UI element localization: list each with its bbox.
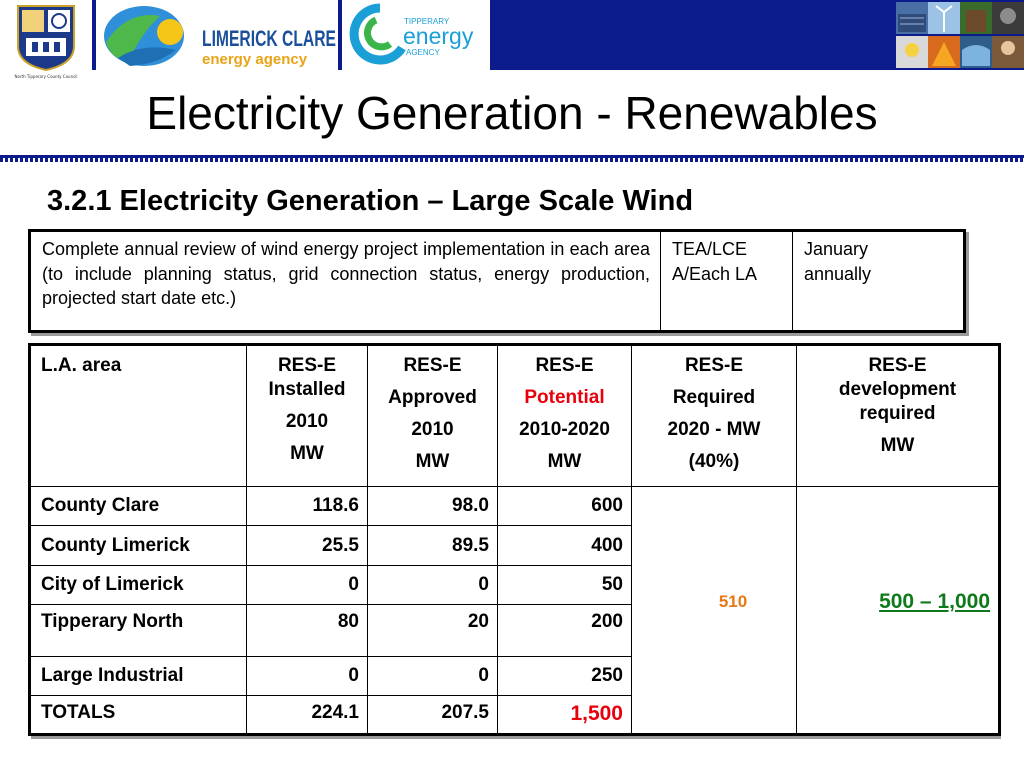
cell-potential: 400 xyxy=(497,525,632,566)
development-value: 500 – 1,000 xyxy=(879,590,990,614)
header-line: MW xyxy=(880,435,915,456)
review-responsible: TEA/LCE A/Each LA xyxy=(661,232,793,330)
header-line: RES-E xyxy=(535,355,594,376)
timing-line: annually xyxy=(804,263,872,284)
title-dotted-rule xyxy=(0,158,1024,162)
cell-potential: 200 xyxy=(497,603,632,657)
header-line: 2010 xyxy=(285,411,329,432)
cell-area: Large Industrial xyxy=(29,655,247,696)
crest-caption: North Tipperary County Council xyxy=(14,74,77,79)
header-line: RES-E xyxy=(403,355,462,376)
cell-approved: 20 xyxy=(367,603,498,657)
tea-logo-agency: AGENCY xyxy=(406,48,440,57)
cell-approved: 207.5 xyxy=(367,694,498,736)
responsible-line: TEA/LCE xyxy=(672,239,748,259)
council-crest-logo: North Tipperary County Council xyxy=(4,5,88,82)
cell-installed: 0 xyxy=(246,655,368,696)
tea-logo-energy: energy xyxy=(403,23,474,49)
cell-approved: 89.5 xyxy=(367,525,498,566)
cell-approved: 0 xyxy=(367,655,498,696)
header-line: (40%) xyxy=(688,451,740,472)
res-e-wind-table: L.A. area RES-E Installed 2010 MW RES-E … xyxy=(28,343,1001,736)
table-row: Large Industrial 0 0 250 xyxy=(29,655,1000,696)
header-line: MW xyxy=(415,451,450,472)
banner-logo-area xyxy=(0,0,490,70)
cell-area: County Clare xyxy=(29,486,247,527)
table-row: City of Limerick 0 0 50 xyxy=(29,564,1000,605)
header-line: development xyxy=(838,379,957,400)
cell-approved: 98.0 xyxy=(367,486,498,527)
banner-divider xyxy=(92,0,96,70)
cell-area: City of Limerick xyxy=(29,564,247,605)
header-line: required xyxy=(859,403,936,424)
timing-line: January xyxy=(804,239,869,259)
header-approved: RES-E Approved 2010 MW xyxy=(367,343,498,488)
cell-installed: 0 xyxy=(246,564,368,605)
cell-area: TOTALS xyxy=(29,694,247,736)
title-rule xyxy=(0,155,1024,158)
header-line: RES-E xyxy=(277,355,337,376)
header-line: Installed xyxy=(268,379,346,400)
header-line: 2010-2020 xyxy=(519,419,610,440)
cell-potential: 600 xyxy=(497,486,632,527)
header-line: RES-E xyxy=(868,355,927,376)
res-e-table-container: L.A. area RES-E Installed 2010 MW RES-E … xyxy=(28,343,1001,736)
cell-installed: 80 xyxy=(246,603,368,657)
limerick-clare-energy-agency-logo: LIMERICK CLARE energy agency xyxy=(104,6,336,68)
cell-required-merged: 510 xyxy=(631,486,797,735)
header-line: MW xyxy=(547,451,582,472)
cell-installed: 25.5 xyxy=(246,525,368,566)
header-line: RES-E xyxy=(684,355,744,376)
renewable-energy-photos-icon xyxy=(896,2,1024,68)
table-row: County Limerick 25.5 89.5 400 xyxy=(29,525,1000,566)
slide-title: Electricity Generation - Renewables xyxy=(146,87,878,139)
responsible-line: A/Each LA xyxy=(672,263,758,284)
header-installed: RES-E Installed 2010 MW xyxy=(246,343,368,488)
cell-approved: 0 xyxy=(367,564,498,605)
cell-potential: 50 xyxy=(497,564,632,605)
header-line: MW xyxy=(290,443,324,464)
review-timing: January annually xyxy=(793,232,963,330)
header-potential: RES-E Potential 2010-2020 MW xyxy=(497,343,632,488)
cell-installed: 224.1 xyxy=(246,694,368,736)
section-heading: 3.2.1 Electricity Generation – Large Sca… xyxy=(47,185,694,217)
cell-potential-total: 1,500 xyxy=(497,694,632,736)
header-line: 2020 - MW xyxy=(667,419,761,440)
header-banner: North Tipperary County Council LIMERICK … xyxy=(0,0,1024,82)
lce-logo-tagline: energy agency xyxy=(202,51,308,68)
table-row: Tipperary North 80 20 200 xyxy=(29,603,1000,657)
header-line: 2010 xyxy=(411,419,454,440)
review-description: Complete annual review of wind energy pr… xyxy=(31,232,661,330)
totals-row: TOTALS 224.1 207.5 1,500 xyxy=(29,694,1000,736)
header-line: Required xyxy=(672,387,756,408)
header-development: RES-E development required MW xyxy=(796,343,1000,488)
cell-potential: 250 xyxy=(497,655,632,696)
header-line: Approved xyxy=(388,387,477,408)
lce-logo-name: LIMERICK CLARE xyxy=(202,26,336,51)
header-required: RES-E Required 2020 - MW (40%) xyxy=(631,343,797,488)
cell-development-merged: 500 – 1,000 xyxy=(796,486,1000,735)
header-la-area: L.A. area xyxy=(29,343,247,488)
required-value: 510 xyxy=(718,592,748,612)
tipperary-energy-agency-logo: TIPPERARY energy AGENCY xyxy=(349,3,474,65)
table-row: County Clare 118.6 98.0 600 510 500 – 1,… xyxy=(29,486,1000,735)
banner-divider xyxy=(338,0,342,70)
tea-logo-county: TIPPERARY xyxy=(404,17,450,26)
cell-area: County Limerick xyxy=(29,525,247,566)
review-action-table: Complete annual review of wind energy pr… xyxy=(28,229,966,333)
table-header-row: L.A. area RES-E Installed 2010 MW RES-E … xyxy=(29,343,1000,488)
cell-installed: 118.6 xyxy=(246,486,368,527)
cell-area: Tipperary North xyxy=(29,603,247,657)
header-line-potential: Potential xyxy=(524,387,605,408)
